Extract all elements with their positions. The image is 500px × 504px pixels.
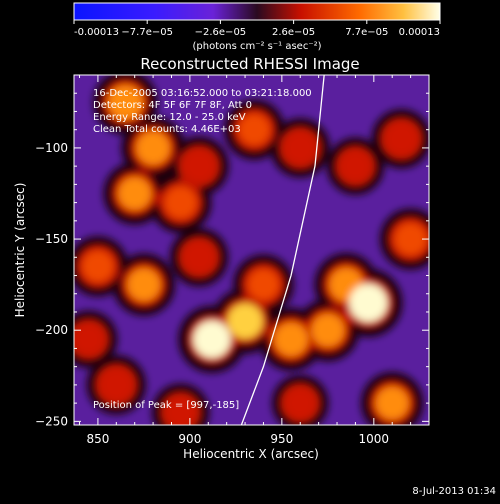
x-tick-label: 950	[270, 432, 293, 446]
heatmap-source	[108, 85, 143, 120]
colorbar-unit-label: (photons cm⁻² s⁻¹ asec⁻²)	[192, 41, 321, 52]
y-tick-label: −100	[35, 141, 68, 155]
chart-title: Reconstructed RHESSI Image	[140, 55, 359, 73]
solar-limb-line	[240, 75, 325, 425]
colorbar-tick-label: −7.7e−05	[121, 27, 173, 38]
heatmap-source	[394, 223, 427, 255]
plot-frame	[73, 74, 430, 426]
annotation-block: 16-Dec-2005 03:16:52.000 to 03:21:18.000…	[93, 88, 312, 135]
colorbar-tick-label: 2.6e−05	[272, 27, 315, 38]
heatmap-source	[164, 186, 197, 219]
heatmap-source	[184, 242, 214, 272]
colorbar-ticks: -0.00013 −7.7e−05 −2.6e−05 2.6e−05 7.7e−05 0.…	[73, 20, 441, 38]
heatmap-source	[166, 398, 195, 425]
heatmap-source	[375, 386, 409, 420]
x-tick-label: 1000	[359, 432, 390, 446]
peak-position-label: Position of Peak = [997,-185]	[93, 400, 239, 411]
x-tick-label: 850	[86, 432, 109, 446]
y-tick-label: −250	[35, 414, 68, 428]
y-tick-label: −200	[35, 323, 68, 337]
annotation-line: Energy Range: 12.0 - 25.0 keV	[93, 112, 246, 123]
heatmap-source	[74, 325, 103, 354]
y-axis-ticks: −100 −150 −200 −250	[35, 74, 429, 428]
colorbar-tick-label: −2.6e−05	[195, 27, 247, 38]
x-tick-label: 900	[178, 432, 201, 446]
heatmap-source	[127, 268, 161, 301]
footer-timestamp: 8-Jul-2013 01:34	[412, 486, 496, 497]
heatmap-source	[311, 313, 345, 347]
x-axis-ticks: 850 900 950 1000	[79, 75, 430, 446]
heatmap-source	[238, 114, 270, 146]
y-axis-label: Heliocentric Y (arcsec)	[13, 183, 27, 318]
heatmap-source	[118, 177, 151, 210]
y-tick-label: −150	[35, 232, 68, 246]
heatmap-source	[386, 123, 417, 154]
heatmap-source	[184, 151, 215, 182]
colorbar-tick-label: -0.00013	[74, 27, 119, 38]
heatmap-source	[227, 303, 263, 339]
heatmap-source	[82, 251, 114, 282]
heatmap-source	[248, 269, 279, 301]
heatmap-source	[285, 132, 316, 163]
annotation-line: Detectors: 4F 5F 6F 7F 8F, Att 0	[93, 100, 252, 111]
annotation-line: 16-Dec-2005 03:16:52.000 to 03:21:18.000	[93, 88, 312, 99]
heatmap-source	[193, 320, 231, 358]
heatmap-source	[136, 131, 170, 165]
colorbar-tick-label: 0.00013	[399, 27, 440, 38]
heatmap-image	[74, 75, 429, 425]
annotation-line: Clean Total counts: 4.46E+03	[93, 124, 241, 135]
x-axis-label: Heliocentric X (arcsec)	[183, 447, 319, 461]
colorbar-tick-label: 7.7e−05	[345, 27, 388, 38]
heatmap-source	[101, 369, 132, 400]
heatmap-source	[286, 389, 314, 417]
heatmap-source	[341, 152, 370, 181]
heatmap-source	[274, 322, 308, 357]
heatmap-source	[349, 283, 388, 322]
colorbar	[73, 2, 441, 21]
